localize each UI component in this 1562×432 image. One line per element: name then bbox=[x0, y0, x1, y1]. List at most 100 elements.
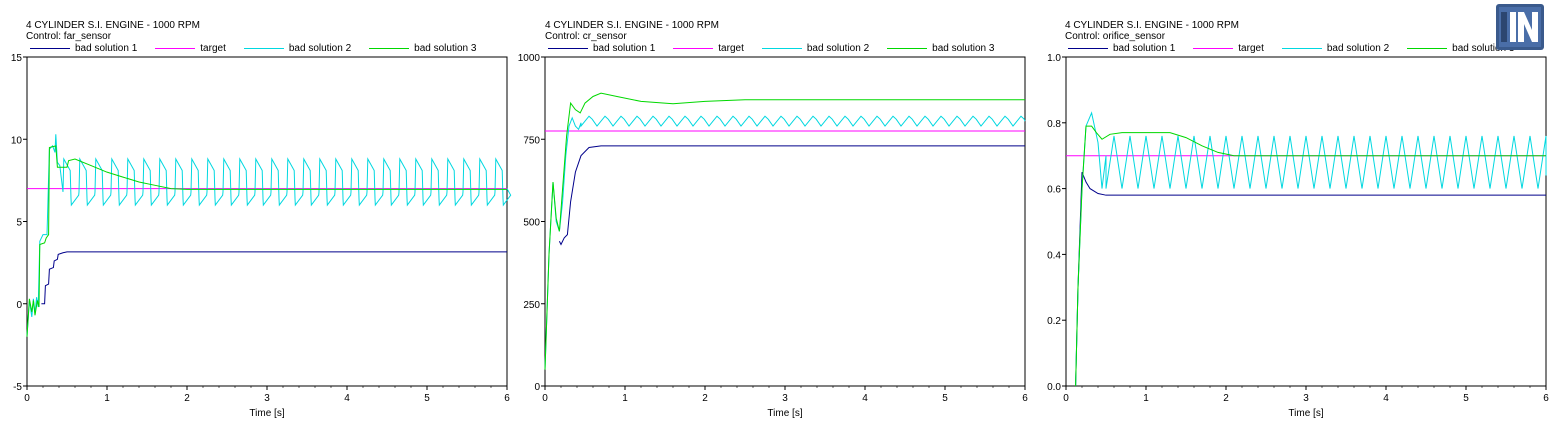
chart-plot: 0 1 2 3 4 5 6 0 250 500 750 1000 Time [s] bbox=[518, 53, 1028, 419]
legend-label: bad solution 2 bbox=[288, 43, 352, 54]
y-tick-label: 0.6 bbox=[1047, 185, 1061, 196]
legend-swatch bbox=[155, 48, 196, 49]
x-tick-label: 1 bbox=[622, 393, 628, 404]
x-axis-label: Time [s] bbox=[249, 408, 284, 419]
legend-entry: bad solution 1 bbox=[548, 43, 655, 54]
chart-panel-orifice-sensor: 4 CYLINDER S.I. ENGINE - 1000 RPM Contro… bbox=[1040, 0, 1562, 432]
legend-swatch bbox=[761, 48, 802, 49]
x-axis-label: Time [s] bbox=[767, 408, 802, 419]
x-tick-label: 3 bbox=[1303, 393, 1309, 404]
x-tick-label: 5 bbox=[942, 393, 948, 404]
legend-entry: bad solution 1 bbox=[30, 43, 137, 54]
legend-label: bad solution 1 bbox=[1113, 43, 1176, 54]
legend-swatch bbox=[673, 48, 714, 49]
y-tick-label: 0 bbox=[534, 382, 540, 393]
chart-subtitle: Control: far_sensor bbox=[26, 31, 112, 42]
x-tick-label: 3 bbox=[782, 393, 788, 404]
chart-legend: bad solution 1 target bad solution 2 bad so… bbox=[548, 43, 1012, 54]
y-tick-label: -5 bbox=[13, 382, 22, 393]
x-tick-label: 3 bbox=[264, 393, 270, 404]
chart-panel-cr-sensor: 4 CYLINDER S.I. ENGINE - 1000 RPM Contro… bbox=[518, 0, 1040, 432]
legend-entry: bad solution 3 bbox=[887, 43, 994, 54]
legend-label: bad solution 2 bbox=[1326, 43, 1390, 54]
chart-legend: bad solution 1 target bad solution 2 bad so… bbox=[30, 43, 494, 54]
legend-entry: target bbox=[1193, 43, 1264, 54]
y-tick-label: 0.0 bbox=[1047, 382, 1061, 393]
y-tick-label: 0 bbox=[16, 300, 22, 311]
legend-label: target bbox=[718, 43, 744, 54]
series-line-bad-solution-3 bbox=[544, 92, 1025, 370]
legend-entry: target bbox=[673, 43, 744, 54]
y-tick-label: 0.8 bbox=[1047, 119, 1061, 130]
series-line-bad-solution-2 bbox=[26, 134, 512, 337]
plot-frame bbox=[1065, 56, 1547, 387]
x-tick-label: 2 bbox=[702, 393, 708, 404]
plot-frame bbox=[26, 56, 508, 387]
x-tick-label: 1 bbox=[1143, 393, 1149, 404]
legend-label: bad solution 2 bbox=[806, 43, 870, 54]
chart-plot: 0 1 2 3 4 5 6 0.0 0.2 0.4 0.6 0.8 1.0 Time [s] bbox=[1047, 53, 1549, 419]
x-tick-label: 0 bbox=[24, 393, 30, 404]
series-line-bad-solution-3 bbox=[1075, 125, 1546, 387]
legend-entry: bad solution 1 bbox=[1068, 43, 1175, 54]
y-tick-label: 1.0 bbox=[1047, 53, 1061, 64]
y-tick-label: 500 bbox=[523, 218, 540, 229]
legend-entry: bad solution 3 bbox=[369, 43, 476, 54]
legend-label: target bbox=[200, 43, 226, 54]
x-axis-label: Time [s] bbox=[1288, 408, 1323, 419]
chart-panel-far-sensor: 4 CYLINDER S.I. ENGINE - 1000 RPM Contro… bbox=[0, 0, 520, 432]
legend-label: bad solution 3 bbox=[414, 43, 477, 54]
legend-swatch bbox=[1193, 48, 1234, 49]
legend-swatch bbox=[1068, 48, 1108, 49]
x-tick-label: 4 bbox=[1383, 393, 1389, 404]
series-line-bad-solution-2 bbox=[1075, 111, 1547, 387]
legend-label: bad solution 1 bbox=[75, 43, 138, 54]
series-line-bad-solution-2 bbox=[544, 115, 1026, 370]
x-tick-label: 1 bbox=[104, 393, 110, 404]
x-tick-label: 4 bbox=[862, 393, 868, 404]
x-tick-label: 6 bbox=[1543, 393, 1549, 404]
x-tick-label: 6 bbox=[1022, 393, 1028, 404]
x-tick-label: 2 bbox=[184, 393, 190, 404]
legend-swatch bbox=[369, 48, 410, 49]
legend-label: bad solution 3 bbox=[932, 43, 995, 54]
wave-logo-icon bbox=[1496, 4, 1544, 50]
plot-frame bbox=[544, 56, 1026, 387]
series-line-bad-solution-1 bbox=[558, 145, 1025, 246]
series-line-bad-solution-1 bbox=[1075, 171, 1546, 387]
x-tick-label: 5 bbox=[1463, 393, 1469, 404]
y-tick-label: 15 bbox=[11, 53, 23, 64]
legend-entry: target bbox=[155, 43, 226, 54]
chart-title: 4 CYLINDER S.I. ENGINE - 1000 RPM bbox=[1065, 20, 1239, 31]
chart-subtitle: Control: cr_sensor bbox=[545, 31, 627, 42]
legend-swatch bbox=[243, 48, 284, 49]
y-tick-label: 250 bbox=[523, 300, 540, 311]
x-tick-label: 4 bbox=[344, 393, 350, 404]
x-tick-label: 0 bbox=[1063, 393, 1069, 404]
chart-legend: bad solution 1 target bad solution 2 bad so… bbox=[1068, 43, 1532, 54]
legend-label: target bbox=[1238, 43, 1264, 54]
y-tick-label: 1000 bbox=[518, 53, 541, 64]
y-tick-label: 0.2 bbox=[1047, 316, 1061, 327]
y-tick-label: 5 bbox=[16, 218, 22, 229]
x-tick-label: 5 bbox=[424, 393, 430, 404]
legend-swatch bbox=[548, 48, 588, 49]
legend-swatch bbox=[30, 48, 70, 49]
legend-entry: bad solution 2 bbox=[1281, 43, 1390, 54]
series-line-bad-solution-3 bbox=[26, 145, 507, 337]
chart-title: 4 CYLINDER S.I. ENGINE - 1000 RPM bbox=[545, 20, 719, 31]
legend-swatch bbox=[1407, 48, 1448, 49]
series-line-bad-solution-1 bbox=[41, 251, 507, 305]
x-tick-label: 2 bbox=[1223, 393, 1229, 404]
y-tick-label: 10 bbox=[11, 135, 23, 146]
chart-title: 4 CYLINDER S.I. ENGINE - 1000 RPM bbox=[26, 20, 200, 31]
legend-swatch bbox=[1281, 48, 1322, 49]
x-tick-label: 6 bbox=[504, 393, 510, 404]
legend-label: bad solution 3 bbox=[1452, 43, 1515, 54]
y-tick-label: 750 bbox=[523, 135, 540, 146]
legend-label: bad solution 1 bbox=[593, 43, 656, 54]
y-tick-label: 0.4 bbox=[1047, 250, 1061, 261]
legend-entry: bad solution 2 bbox=[243, 43, 352, 54]
legend-swatch bbox=[887, 48, 928, 49]
